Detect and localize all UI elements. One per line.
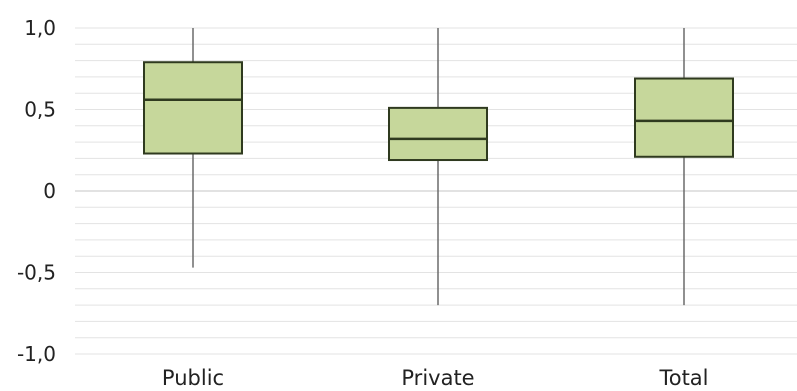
y-tick-label: -0,5 (17, 261, 56, 285)
category-label-total: Total (658, 366, 708, 390)
interquartile-box (388, 106, 488, 162)
box-public (143, 28, 243, 268)
interquartile-box (634, 77, 734, 158)
y-tick-label: 1,0 (24, 16, 56, 40)
interquartile-box (143, 61, 243, 155)
category-label-public: Public (162, 366, 224, 390)
y-tick-label: 0 (43, 179, 56, 203)
category-label-private: Private (401, 366, 474, 390)
box-total (634, 28, 734, 306)
y-tick-label: 0,5 (24, 98, 56, 122)
y-axis-ticks: 1,0 0,5 0 -0,5 -1,0 (17, 16, 56, 366)
box-private (388, 28, 488, 306)
box-series (143, 28, 734, 306)
y-tick-label: -1,0 (17, 342, 56, 366)
x-axis-categories: Public Private Total (162, 366, 709, 390)
